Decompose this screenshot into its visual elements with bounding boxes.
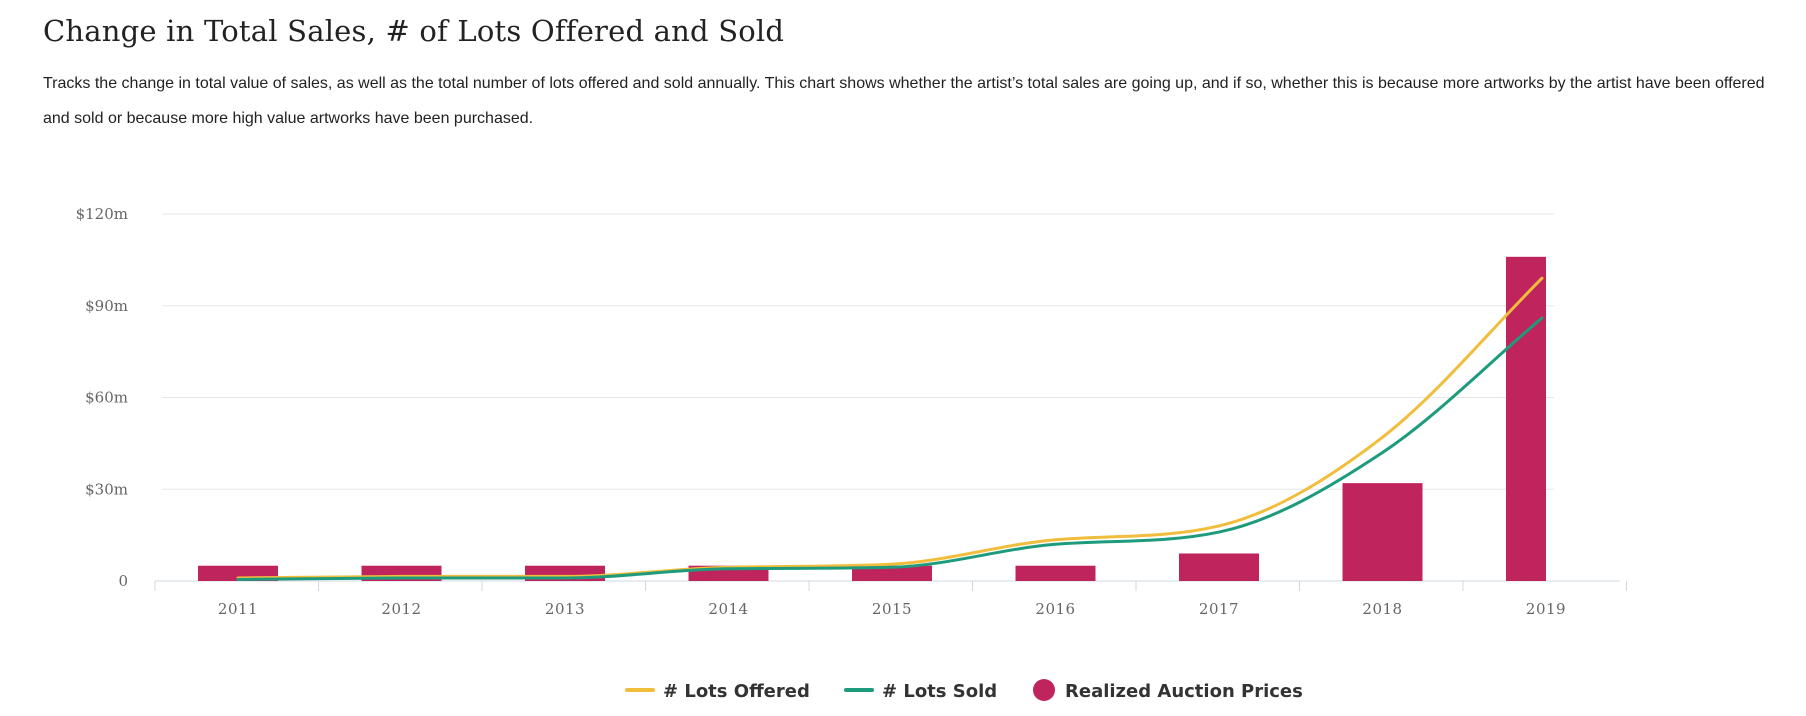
- chart-description: Tracks the change in total value of sale…: [43, 75, 1765, 127]
- legend-label: # Lots Sold: [882, 681, 997, 702]
- line-lots-offered[interactable]: [236, 276, 1544, 580]
- bar-realized-prices-2015[interactable]: [852, 565, 932, 581]
- legend-label: Realized Auction Prices: [1065, 681, 1303, 702]
- bar-realized-prices-2017[interactable]: [1179, 553, 1259, 581]
- legend[interactable]: # Lots Offered # Lots Sold Realized Auctio…: [625, 679, 1303, 702]
- line-lots-sold[interactable]: [236, 316, 1544, 581]
- legend-circle-swatch: [1033, 679, 1055, 701]
- legend-item-realized-auction-prices[interactable]: Realized Auction Prices: [1033, 679, 1303, 702]
- y-tick-label: $30m: [85, 480, 128, 498]
- x-tick-label: 2011: [218, 600, 258, 618]
- legend-item-lots-sold[interactable]: # Lots Sold: [844, 681, 997, 702]
- legend-item-lots-offered[interactable]: # Lots Offered: [625, 681, 810, 702]
- bar-realized-prices-2019[interactable]: [1506, 256, 1546, 581]
- bar-realized-prices-2018[interactable]: [1342, 483, 1423, 581]
- x-axis-labels: 2011 2012 2013 2014 2015 2016 2017 2018 2019: [218, 600, 1566, 618]
- x-tick-label: 2017: [1199, 600, 1239, 618]
- chart-title: Change in Total Sales, # of Lots Offered…: [43, 14, 785, 48]
- y-tick-label: $120m: [76, 205, 128, 223]
- grid-lines: [162, 213, 1554, 490]
- legend-label: # Lots Offered: [663, 681, 810, 702]
- x-tick-label: 2015: [872, 600, 912, 618]
- x-axis: [154, 580, 1627, 591]
- y-axis-labels: 0 $30m $60m $90m $120m: [76, 205, 128, 590]
- x-tick-label: 2014: [708, 600, 748, 618]
- y-tick-label: $60m: [85, 389, 128, 407]
- x-tick-label: 2016: [1035, 600, 1075, 618]
- bar-realized-prices-2016[interactable]: [1015, 565, 1096, 581]
- x-tick-label: 2012: [381, 600, 421, 618]
- x-tick-label: 2019: [1526, 600, 1566, 618]
- lots-lines[interactable]: [236, 276, 1544, 581]
- y-tick-label: 0: [118, 572, 128, 590]
- y-tick-label: $90m: [85, 297, 128, 315]
- x-tick-label: 2013: [545, 600, 585, 618]
- x-tick-label: 2018: [1362, 600, 1402, 618]
